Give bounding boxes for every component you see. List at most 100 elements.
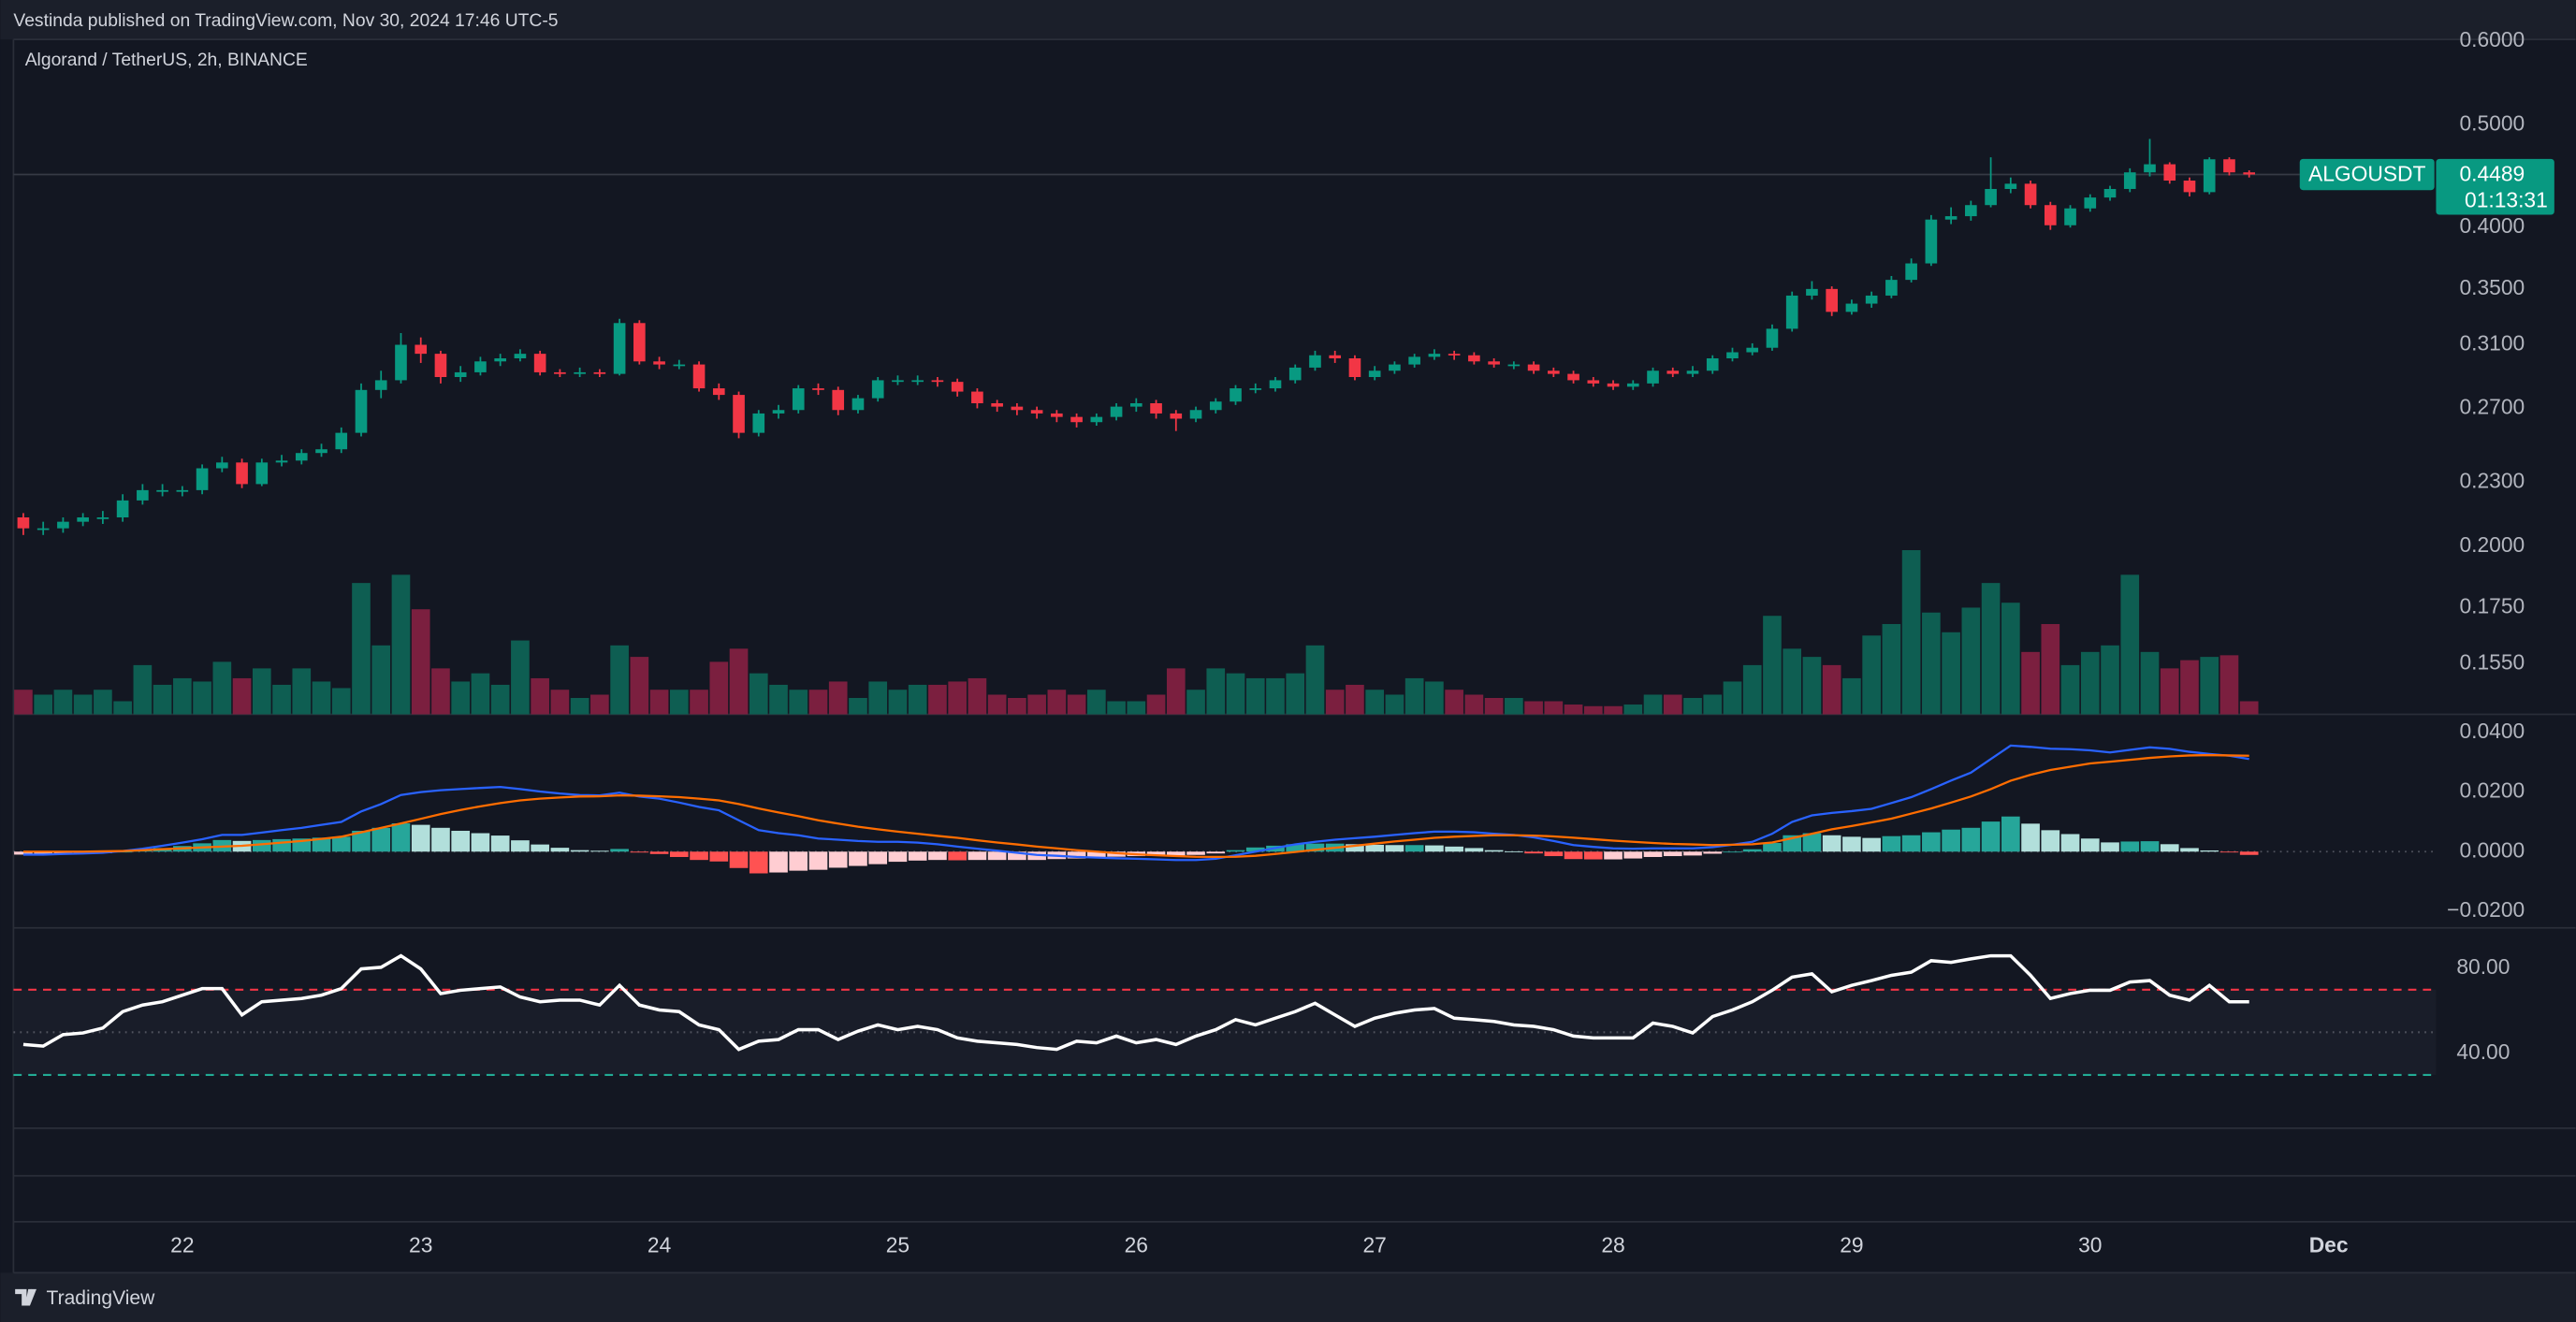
candle-body (1548, 370, 1560, 374)
histogram-bar (928, 851, 947, 861)
candle-body (812, 388, 824, 390)
volume-bar (1226, 673, 1245, 715)
volume-bar (1245, 677, 1265, 715)
candle-body (574, 371, 586, 374)
y-tick-label: 0.1750 (2459, 594, 2525, 618)
candle-body (1428, 354, 1441, 357)
candle-body (2144, 164, 2156, 173)
volume-bar (1544, 701, 1564, 715)
volume-bar (610, 645, 629, 715)
histogram-bar (34, 851, 53, 855)
volume-bar (14, 690, 33, 715)
volume-bar (828, 681, 848, 715)
candle-body (2203, 159, 2216, 193)
histogram-bar (888, 851, 908, 863)
candle-body (871, 380, 884, 399)
candle-body (931, 380, 944, 383)
volume-bar (1842, 677, 1861, 715)
volume-bar (34, 694, 53, 715)
candle-body (355, 389, 368, 433)
volume-bar (2101, 645, 2119, 715)
candle-body (1527, 364, 1540, 371)
histogram-bar (1723, 851, 1742, 853)
volume-bar (1822, 664, 1841, 715)
histogram-bar (331, 836, 351, 852)
histogram-bar (2239, 851, 2259, 855)
countdown: 01:13:31 (2465, 188, 2548, 212)
x-tick-label: 27 (1362, 1232, 1386, 1257)
volume-bar (570, 697, 589, 715)
candle-body (971, 391, 983, 404)
candle-body (36, 528, 50, 530)
symbol-badge (2299, 158, 2435, 191)
candle-body (514, 354, 527, 359)
logo-dot (29, 1288, 35, 1295)
volume-bar (1067, 694, 1086, 715)
histogram-bar (272, 838, 291, 852)
histogram-bar (1663, 851, 1682, 857)
volume-bar (1505, 697, 1523, 715)
candle-body (1587, 380, 1600, 384)
histogram-bar (2160, 844, 2179, 852)
volume-bar (590, 694, 609, 715)
volume-bar (2239, 701, 2259, 715)
histogram-bar (1742, 849, 1762, 852)
volume-bar (1047, 690, 1067, 715)
volume-bar (2060, 664, 2080, 715)
histogram-bar (1901, 835, 1921, 852)
rsi-line (22, 953, 2249, 1052)
histogram-bar (1404, 845, 1424, 852)
candle-body (1706, 358, 1719, 371)
candle-body (1129, 403, 1142, 407)
volume-bar (1484, 697, 1504, 715)
histogram-bar (849, 851, 867, 866)
histogram-bar (590, 850, 609, 852)
volume-bar (173, 677, 192, 715)
last-price: 0.4489 (2459, 161, 2525, 185)
candle-body (1785, 295, 1798, 329)
volume-bar (690, 690, 708, 715)
volume-bar (2160, 668, 2179, 715)
candle-body (137, 489, 149, 501)
volume-bar (1623, 705, 1643, 715)
histogram-bar (1524, 851, 1543, 854)
candle-body (1230, 388, 1242, 402)
volume-bar (1922, 612, 1941, 715)
candle-body (792, 388, 805, 411)
volume-bar (1564, 705, 1583, 715)
published-note: Vestinda published on TradingView.com, N… (13, 11, 558, 31)
volume-bar (868, 681, 888, 715)
histogram-bar (789, 851, 808, 871)
volume-bar (888, 690, 908, 715)
volume-bar (1107, 701, 1126, 715)
candle-body (1905, 263, 1917, 281)
candle-body (2223, 159, 2235, 173)
volume-bar (2180, 660, 2199, 715)
histogram-bar (1087, 851, 1106, 858)
candle-body (1885, 280, 1898, 296)
header-bar (0, 0, 2576, 40)
candle-body (156, 489, 168, 492)
histogram-bar (391, 823, 411, 852)
volume-bar (729, 648, 749, 715)
rsi-band-fill (13, 989, 2437, 1075)
volume-bar (1286, 673, 1305, 715)
x-tick-label: 30 (2078, 1232, 2102, 1257)
histogram-bar (1008, 851, 1026, 861)
histogram-bar (1385, 845, 1404, 852)
candle-body (673, 364, 686, 367)
volume-bar (550, 690, 570, 715)
candle-body (2004, 183, 2017, 189)
candle-body (1488, 361, 1500, 365)
volume-bar (1583, 705, 1603, 715)
volume-bar (1464, 694, 1484, 715)
signal-line (22, 753, 2249, 859)
candle-body (295, 453, 308, 461)
price-badge (2436, 158, 2554, 215)
histogram-bar (1961, 827, 1981, 852)
brand-name: TradingView (47, 1287, 156, 1309)
y-tick-label: 0.0000 (2459, 837, 2525, 862)
candle-body (1269, 380, 1282, 389)
y-tick-label: 80.00 (2456, 954, 2510, 979)
candle-body (2243, 172, 2256, 175)
